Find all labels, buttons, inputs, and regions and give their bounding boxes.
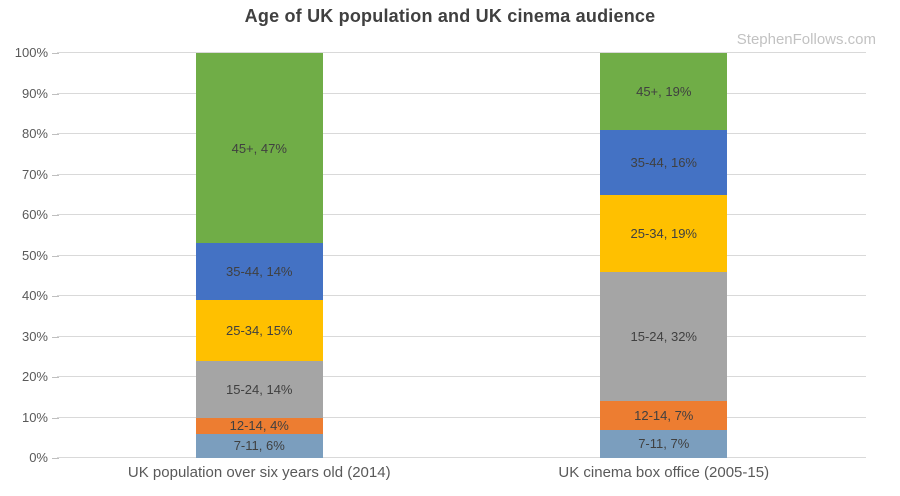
y-axis-tick-label: 100%: [14, 45, 48, 60]
y-axis-tick-label: 30%: [21, 328, 48, 344]
bar-segment-12-14: 12-14, 7%: [600, 401, 728, 430]
bar-uk-population: 7-11, 6% 12-14, 4% 15-24, 14% 25-34, 15% 35-…: [195, 53, 323, 458]
segment-label: 7-11, 7%: [638, 436, 690, 452]
gridline: [57, 295, 866, 296]
y-axis-tick-label: 60%: [21, 207, 48, 222]
bar-uk-cinema-box-office: 7-11, 7% 12-14, 7% 15-24, 32% 25-34, 19% 35-…: [600, 53, 728, 458]
y-axis-tick-label: 40%: [21, 288, 48, 303]
y-axis-tick-mark: [52, 134, 59, 135]
y-axis-tick-mark: [52, 93, 59, 95]
watermark: StephenFollows.com: [736, 31, 876, 48]
gridline: [57, 214, 866, 215]
bar-segment-25-34: 25-34, 15%: [195, 300, 323, 361]
y-axis-tick-mark: [52, 377, 59, 378]
segment-label: 12-14, 4%: [229, 418, 289, 434]
y-axis-tick-mark: [52, 215, 59, 216]
bar-segment-15-24: 15-24, 32%: [600, 271, 728, 402]
plot-area: 7-11, 6% 12-14, 4% 15-24, 14% 25-34, 15% 35-…: [57, 52, 866, 458]
y-axis-tick-mark: [52, 458, 59, 459]
segment-label: 45+, 47%: [231, 140, 287, 156]
bar-segment-15-24: 15-24, 14%: [195, 360, 323, 418]
bar-segment-35-44: 35-44, 16%: [600, 129, 728, 195]
chart-title: Age of UK population and UK cinema audie…: [244, 6, 656, 26]
x-axis-category-label: UK population over six years old (2014): [127, 464, 391, 481]
bar-segment-12-14: 12-14, 4%: [195, 417, 323, 434]
y-axis-tick-label: 10%: [21, 409, 48, 425]
gridline: [57, 92, 866, 94]
gridline: [57, 416, 866, 418]
y-axis-tick-label: 80%: [21, 126, 48, 141]
y-axis-tick-label: 0%: [29, 450, 48, 465]
gridline: [57, 335, 866, 337]
y-axis-tick-mark: [52, 255, 59, 257]
y-axis-tick-mark: [52, 53, 59, 54]
gridline: [57, 457, 866, 458]
gridline: [57, 376, 866, 377]
gridline: [57, 254, 866, 256]
y-axis-tick-label: 50%: [21, 247, 48, 263]
segment-label: 15-24, 32%: [630, 329, 698, 345]
segment-label: 35-44, 16%: [630, 154, 698, 170]
y-axis-tick-label: 70%: [21, 166, 48, 182]
y-axis-tick-label: 20%: [21, 369, 48, 384]
gridline: [57, 133, 866, 134]
y-axis-tick-mark: [52, 296, 59, 297]
segment-label: 12-14, 7%: [634, 407, 694, 423]
bar-segment-25-34: 25-34, 19%: [600, 194, 728, 272]
gridline: [57, 173, 866, 175]
y-axis-tick-label: 90%: [21, 85, 48, 101]
segment-label: 25-34, 15%: [226, 322, 293, 338]
y-axis-tick-mark: [52, 417, 59, 419]
gridline: [57, 52, 866, 53]
segment-label: 25-34, 19%: [630, 225, 698, 241]
y-axis-tick-mark: [52, 336, 59, 338]
bar-segment-7-11: 7-11, 6%: [195, 433, 323, 458]
bar-segment-35-44: 35-44, 14%: [195, 243, 323, 301]
y-axis-tick-mark: [52, 174, 59, 176]
segment-label: 45+, 19%: [636, 84, 692, 100]
segment-label: 7-11, 6%: [233, 438, 285, 454]
bar-segment-45: 45+, 47%: [195, 53, 323, 244]
segment-label: 15-24, 14%: [226, 381, 293, 397]
bar-segment-7-11: 7-11, 7%: [600, 429, 728, 458]
bar-segment-45: 45+, 19%: [600, 53, 728, 130]
segment-label: 35-44, 14%: [226, 264, 293, 280]
x-axis-category-label: UK cinema box office (2005-15): [558, 464, 770, 481]
